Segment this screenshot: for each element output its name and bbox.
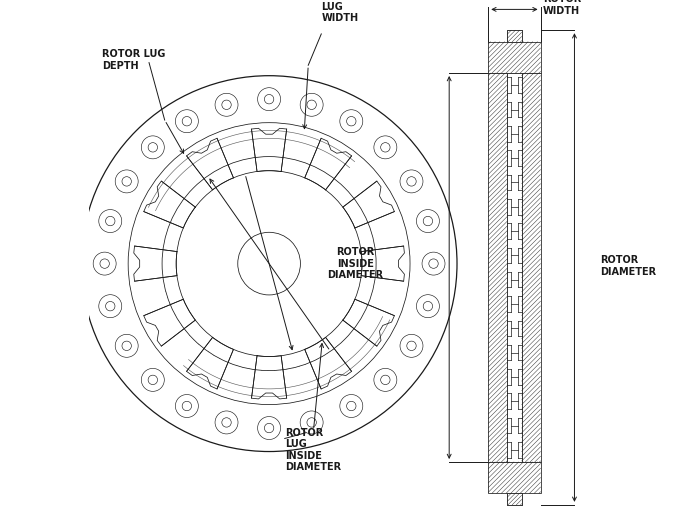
Circle shape xyxy=(128,123,410,405)
Bar xyxy=(508,30,522,42)
Circle shape xyxy=(215,93,238,116)
Text: ROTOR
INSIDE
DIAMETER: ROTOR INSIDE DIAMETER xyxy=(327,247,384,280)
Circle shape xyxy=(374,369,397,392)
Circle shape xyxy=(215,411,238,434)
Circle shape xyxy=(93,252,116,275)
Text: ROTOR
LUG
INSIDE
DIAMETER: ROTOR LUG INSIDE DIAMETER xyxy=(285,428,341,472)
Circle shape xyxy=(106,302,115,311)
Circle shape xyxy=(416,295,440,318)
Circle shape xyxy=(100,259,109,268)
Circle shape xyxy=(307,418,316,427)
Circle shape xyxy=(416,209,440,232)
Text: ROTOR
DIAMETER: ROTOR DIAMETER xyxy=(601,255,657,277)
Circle shape xyxy=(141,136,164,159)
Circle shape xyxy=(307,100,316,110)
Circle shape xyxy=(222,100,231,110)
Circle shape xyxy=(407,177,416,186)
Bar xyxy=(489,42,540,73)
Circle shape xyxy=(222,418,231,427)
Text: LUG
WIDTH: LUG WIDTH xyxy=(321,2,358,23)
Bar xyxy=(508,493,522,505)
Bar xyxy=(508,30,522,42)
Circle shape xyxy=(238,232,300,295)
Circle shape xyxy=(99,295,122,318)
Circle shape xyxy=(106,216,115,226)
Circle shape xyxy=(346,116,356,126)
Circle shape xyxy=(422,252,445,275)
Circle shape xyxy=(400,170,423,193)
Circle shape xyxy=(429,259,438,268)
Circle shape xyxy=(182,116,192,126)
Circle shape xyxy=(116,170,138,193)
Text: ROTOR LUG
DEPTH: ROTOR LUG DEPTH xyxy=(102,49,165,71)
Circle shape xyxy=(300,411,323,434)
Circle shape xyxy=(340,110,363,133)
Circle shape xyxy=(148,143,158,152)
Circle shape xyxy=(99,209,122,232)
Circle shape xyxy=(340,395,363,418)
Circle shape xyxy=(258,417,281,440)
Circle shape xyxy=(424,302,433,311)
Circle shape xyxy=(400,334,423,357)
Circle shape xyxy=(162,157,376,371)
Circle shape xyxy=(182,401,192,411)
Text: ROTOR
WIDTH: ROTOR WIDTH xyxy=(543,0,582,16)
Circle shape xyxy=(346,401,356,411)
Bar xyxy=(508,493,522,505)
Bar xyxy=(507,73,522,462)
Bar xyxy=(489,73,507,462)
Circle shape xyxy=(122,176,132,186)
Circle shape xyxy=(176,171,362,357)
Polygon shape xyxy=(166,272,338,371)
Bar xyxy=(489,462,540,493)
Circle shape xyxy=(265,94,274,104)
Circle shape xyxy=(258,88,281,111)
Circle shape xyxy=(381,375,390,385)
Circle shape xyxy=(176,395,198,418)
Circle shape xyxy=(122,341,132,351)
Circle shape xyxy=(374,136,397,159)
Circle shape xyxy=(407,341,416,351)
Circle shape xyxy=(148,375,158,385)
Circle shape xyxy=(381,143,390,152)
Circle shape xyxy=(81,76,457,452)
Circle shape xyxy=(424,216,433,226)
Circle shape xyxy=(116,335,138,358)
Circle shape xyxy=(300,93,323,116)
Bar xyxy=(522,73,540,462)
Circle shape xyxy=(141,369,164,392)
Circle shape xyxy=(265,423,274,433)
Circle shape xyxy=(176,110,198,133)
